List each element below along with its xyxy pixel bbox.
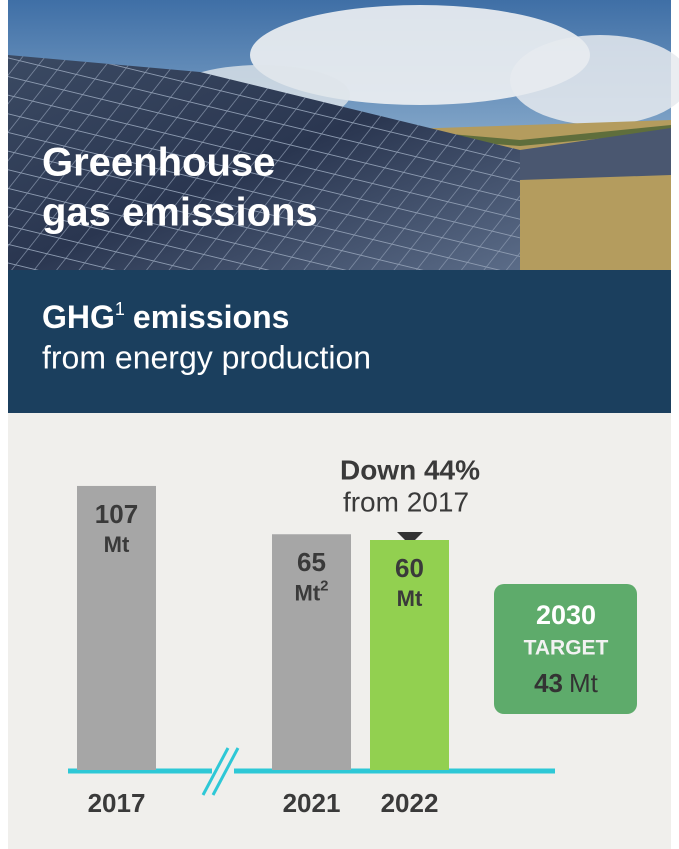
annotation: from 2017 <box>343 486 469 517</box>
footnote-marker: 1 <box>115 299 125 319</box>
annotation-arrow <box>397 532 423 545</box>
x-tick-label: 2017 <box>88 788 146 818</box>
subtitle-text: GHG <box>42 299 115 335</box>
subtitle-text: emissions <box>133 299 290 335</box>
bar-unit: Mt2 <box>295 577 329 605</box>
subtitle-band <box>8 270 671 413</box>
unit: Mt <box>295 580 321 605</box>
target-box <box>494 584 637 714</box>
x-tick-label: 2021 <box>283 788 341 818</box>
unit: Mt <box>104 532 130 557</box>
target-year: 2030 <box>536 600 596 630</box>
chart-title: Greenhouse <box>42 141 275 185</box>
value: 43 <box>534 668 563 698</box>
bar-value: 65 <box>297 547 326 577</box>
bar-unit: Mt <box>104 532 130 557</box>
annotation: Down 44% <box>340 454 480 485</box>
axis-break <box>201 747 230 796</box>
subtitle: GHG1 emissions <box>42 299 289 336</box>
target-label: TARGET <box>524 637 609 660</box>
axis-break <box>211 747 240 796</box>
photo <box>8 0 679 270</box>
unit: Mt <box>397 586 423 611</box>
subtitle: from energy production <box>42 339 371 375</box>
bar-value: 107 <box>95 499 138 529</box>
bar-value: 60 <box>395 553 424 583</box>
target-value: 43 Mt <box>534 668 599 698</box>
bar-unit: Mt <box>397 586 423 611</box>
unit: Mt <box>569 668 599 698</box>
footnote-marker: 2 <box>320 577 328 594</box>
bar <box>272 534 351 770</box>
x-tick-label: 2022 <box>381 788 439 818</box>
bar <box>77 485 156 770</box>
chart-title: gas emissions <box>42 191 318 235</box>
bar <box>370 540 449 770</box>
